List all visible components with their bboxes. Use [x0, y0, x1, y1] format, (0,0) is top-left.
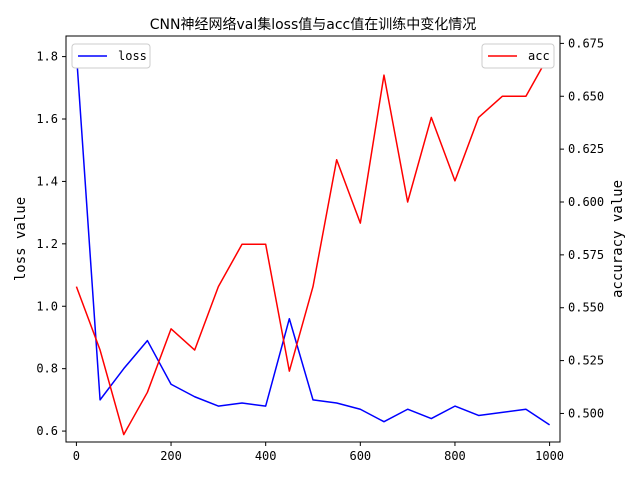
y-left-axis-label: loss value [13, 197, 29, 281]
legend-loss-box [71, 43, 151, 69]
y-right-tick-label: 0.675 [568, 36, 604, 50]
y-right-tick-label: 0.650 [568, 89, 604, 103]
series-line-loss [75, 53, 551, 426]
y-right-axis-label: accuracy value [610, 180, 626, 298]
y-right-tick-label: 0.625 [568, 142, 604, 156]
y-left-tick-label: 0.6 [36, 424, 58, 438]
y-left-tick-label: 0.8 [36, 362, 58, 376]
x-tick-label: 800 [444, 449, 466, 463]
y-right-tick-label: 0.525 [568, 354, 604, 368]
legend-acc: acc [481, 43, 555, 69]
y-right-tick-label: 0.600 [568, 195, 604, 209]
y-left-tick-label: 1.0 [36, 299, 58, 313]
y-left-tick-label: 1.2 [36, 237, 58, 251]
x-tick-label: 600 [349, 449, 371, 463]
legend-acc-box [481, 43, 555, 69]
x-tick-label: 1000 [535, 449, 564, 463]
y-left-tick-label: 1.6 [36, 112, 58, 126]
x-tick-label: 400 [255, 449, 277, 463]
y-left-tick-label: 1.8 [36, 50, 58, 64]
y-right-tick-label: 0.575 [568, 248, 604, 262]
x-tick-label: 0 [73, 449, 80, 463]
x-tick-label: 200 [160, 449, 182, 463]
series-line-acc [75, 53, 551, 436]
legend-loss: loss [71, 43, 151, 69]
y-left-tick-label: 1.4 [36, 174, 58, 188]
chart-title: CNN神经网络val集loss值与acc值在训练中变化情况 [150, 16, 477, 33]
legend-acc-label: acc [528, 49, 550, 63]
y-right-tick-label: 0.500 [568, 406, 604, 420]
y-right-tick-label: 0.550 [568, 301, 604, 315]
legend-loss-label: loss [118, 49, 147, 63]
plot-area [65, 35, 561, 443]
